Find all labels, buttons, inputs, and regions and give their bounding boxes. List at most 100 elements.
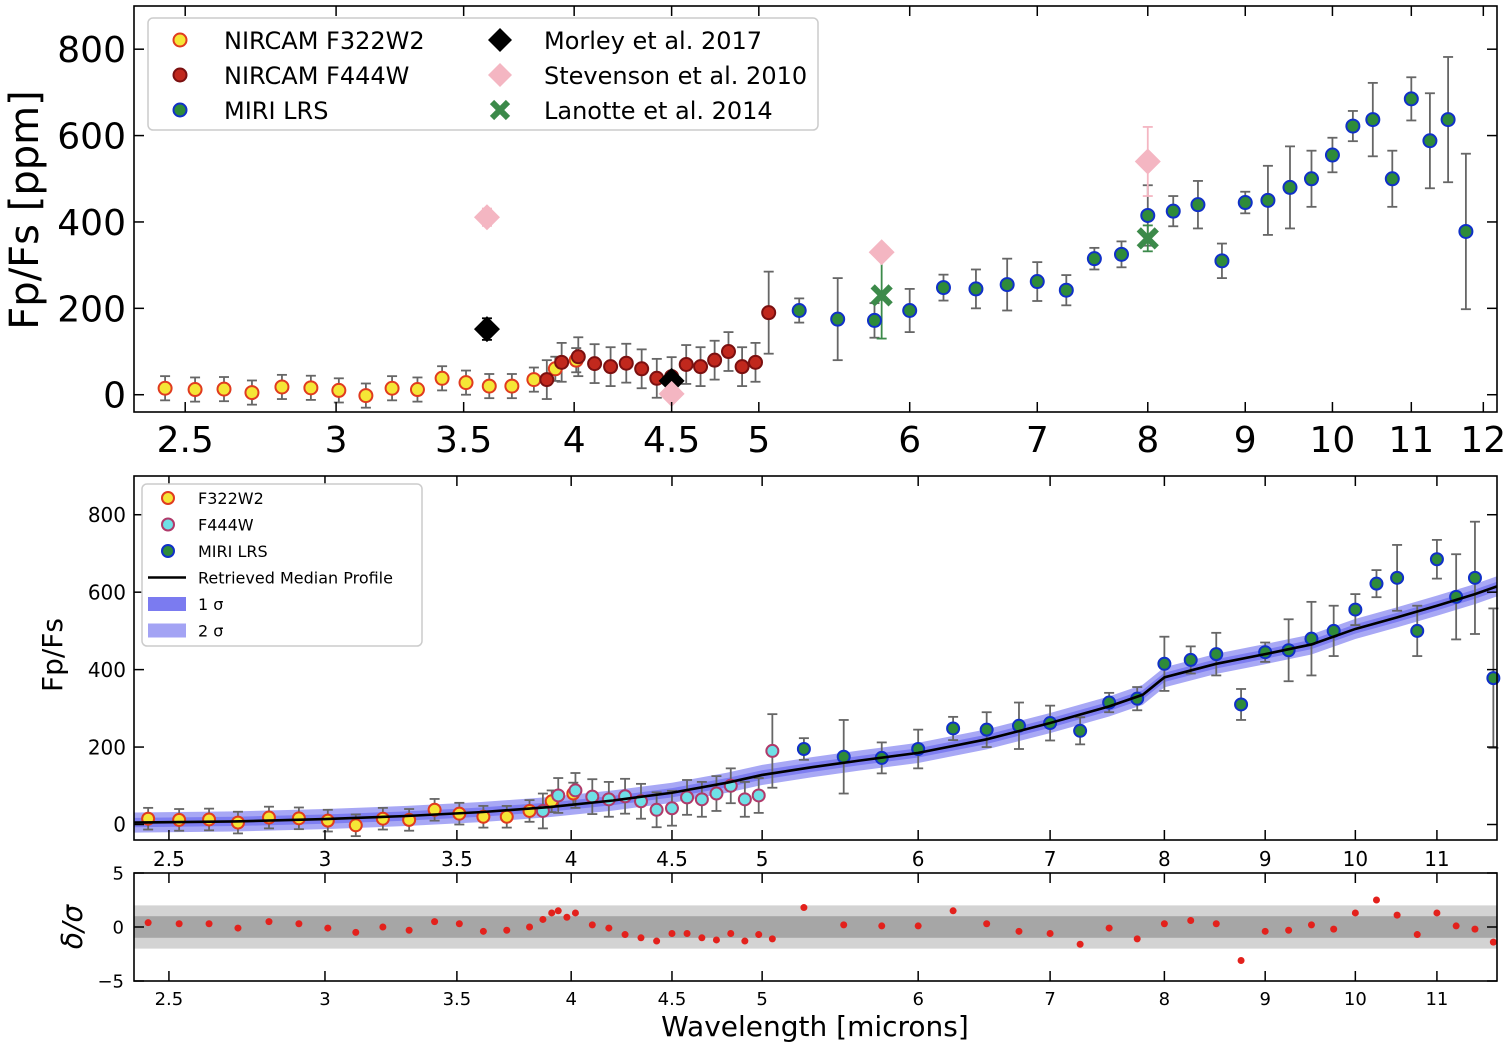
data-point <box>1324 147 1340 163</box>
top-ytick-label: 400 <box>57 203 126 244</box>
data-point <box>765 743 780 758</box>
residual-point <box>653 937 661 945</box>
panel-top-ticks: 2.5 3 3.5 4 4.5 5 6 7 8 9 10 11 12 0 200 400 600 800 <box>57 6 1506 461</box>
residual-point <box>1330 925 1338 933</box>
data-point <box>1345 118 1361 134</box>
data-point <box>946 721 961 736</box>
data-point <box>320 813 335 828</box>
data-point <box>1390 570 1405 585</box>
x-axis-label: Wavelength [microns] <box>661 1010 969 1043</box>
residual-point <box>1433 909 1441 917</box>
data-point <box>1403 91 1419 107</box>
res-xtick-label: 2.5 <box>155 989 184 1010</box>
residual-point <box>983 920 991 928</box>
data-point <box>1190 197 1206 213</box>
mid-xtick-label: 4 <box>565 847 578 871</box>
data-point <box>172 812 187 827</box>
residual-point <box>1351 909 1359 917</box>
legend-marker <box>161 544 175 558</box>
data-point <box>1114 246 1130 262</box>
data-point <box>375 811 390 826</box>
data-point <box>999 277 1015 293</box>
data-point <box>202 812 217 827</box>
mid-xtick-label: 6 <box>912 847 925 871</box>
legend-marker <box>172 102 188 118</box>
data-point <box>157 380 173 396</box>
data-point <box>603 359 619 375</box>
legend-label: NIRCAM F444W <box>224 62 409 90</box>
panel-residuals-bands <box>134 905 1497 949</box>
residual-point <box>878 922 886 930</box>
mid-xtick-label: 9 <box>1259 847 1272 871</box>
legend-label: F444W <box>198 516 254 535</box>
data-point <box>1384 171 1400 187</box>
residual-point <box>1307 921 1315 929</box>
top-xtick-label: 6 <box>898 420 921 461</box>
residual-point <box>324 924 332 932</box>
data-point <box>481 378 497 394</box>
residual-point <box>352 928 360 936</box>
res-xtick-label: 5 <box>756 989 767 1010</box>
legend-top-box <box>147 17 819 131</box>
mid-xtick-label: 3 <box>319 847 332 871</box>
data-point <box>1303 171 1319 187</box>
residual-point <box>1452 922 1460 930</box>
mid-ytick-label: 400 <box>88 658 126 682</box>
residual-point <box>431 918 439 926</box>
residual-point <box>144 919 152 927</box>
data-point <box>791 303 807 318</box>
data-point <box>1282 179 1298 195</box>
data-point <box>1029 274 1045 290</box>
mid-xtick-label: 3.5 <box>441 847 473 871</box>
residual-point <box>914 922 922 930</box>
res-xtick-label: 6 <box>912 989 923 1010</box>
residual-point <box>712 936 720 944</box>
data-point <box>570 349 586 365</box>
residual-point <box>1393 911 1401 919</box>
data-point-cross <box>1136 227 1159 250</box>
legend-label: 1 σ <box>198 595 223 614</box>
res-ytick-label: 0 <box>113 917 124 938</box>
top-xtick-label: 9 <box>1234 420 1257 461</box>
residual-point <box>503 926 511 934</box>
data-point <box>1410 623 1425 638</box>
res-xtick-label: 4 <box>565 989 576 1010</box>
data-point-diamond <box>473 204 500 231</box>
residual-band <box>134 916 1497 938</box>
data-point <box>274 379 290 395</box>
top-xtick-label: 3 <box>325 420 348 461</box>
residual-point <box>1285 926 1293 934</box>
legend-marker <box>488 28 512 52</box>
legend-label: F322W2 <box>198 489 264 508</box>
residual-point <box>539 915 547 923</box>
data-point <box>664 801 679 816</box>
residual-point <box>698 934 706 942</box>
panel-residuals-ticks: 2.5 3 3.5 4 4.5 5 6 7 8 9 10 11 −5 0 5 <box>97 863 1497 1010</box>
data-point <box>1365 112 1381 128</box>
residual-point <box>175 920 183 928</box>
data-point <box>1440 112 1456 128</box>
residual-point <box>800 904 808 912</box>
panel-residuals-points <box>144 896 1497 964</box>
data-point <box>1467 570 1482 585</box>
residual-point <box>295 920 303 928</box>
residual-point <box>455 920 463 928</box>
residual-point <box>1046 929 1054 937</box>
data-point <box>1237 195 1253 211</box>
data-point <box>707 352 723 368</box>
residual-point <box>1212 920 1220 928</box>
data-point <box>522 803 537 818</box>
res-ytick-label: −5 <box>97 971 124 992</box>
residual-point <box>668 929 676 937</box>
data-point <box>587 356 603 372</box>
legend-top: NIRCAM F322W2 NIRCAM F444W MIRI LRS Morley … <box>147 17 819 131</box>
data-point <box>216 381 232 397</box>
data-point <box>585 789 600 804</box>
panel-middle-points <box>133 552 1501 833</box>
data-point <box>737 792 752 807</box>
legend-marker <box>488 63 512 87</box>
top-xtick-label: 4.5 <box>643 420 700 461</box>
residual-point <box>741 937 749 945</box>
residual-point <box>205 920 213 928</box>
